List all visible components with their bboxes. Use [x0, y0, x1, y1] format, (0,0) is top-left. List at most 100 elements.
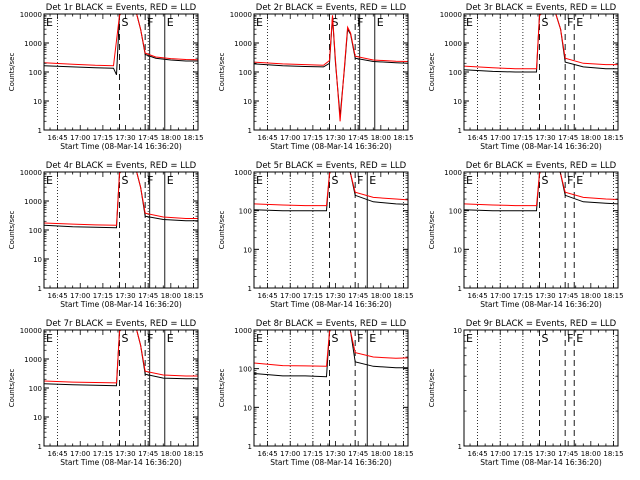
plot-frame [43, 329, 199, 447]
y-tick-label: 10 [243, 98, 252, 106]
x-tick-label: 18:15 [183, 292, 203, 300]
x-tick-label: 16:45 [467, 134, 487, 142]
x-tick-label: 17:45 [348, 450, 368, 458]
event-marker-label: E [466, 174, 473, 187]
y-tick-label: 10 [243, 404, 252, 412]
y-tick-label: 1 [38, 127, 42, 135]
x-tick-label: 17:00 [70, 134, 90, 142]
x-tick-label: 17:00 [70, 292, 90, 300]
x-tick-label: 17:45 [348, 134, 368, 142]
x-tick-label: 17:30 [325, 292, 345, 300]
event-marker-label: E [46, 332, 53, 345]
x-tick-label: 17:30 [115, 450, 135, 458]
x-axis-label: Start Time (08-Mar-14 16:36:20) [480, 142, 602, 151]
chart-title: Det 2r BLACK = Events, RED = LLD [256, 3, 407, 13]
x-tick-label: 17:45 [558, 450, 578, 458]
x-tick-label: 17:45 [138, 134, 158, 142]
events-series-line [254, 330, 408, 378]
event-marker-label: E [167, 332, 174, 345]
events-series-line [44, 14, 198, 76]
lld-series-line [464, 14, 618, 70]
plot-frame [253, 171, 409, 289]
y-tick-label: 10 [453, 246, 462, 254]
event-marker-label: E [466, 16, 473, 29]
y-tick-label: 10 [33, 98, 42, 106]
event-marker-label: F [567, 174, 573, 187]
y-axis-label: Counts/sec [8, 53, 16, 92]
x-axis-label: Start Time (08-Mar-14 16:36:20) [270, 458, 392, 467]
x-tick-label: 17:00 [280, 292, 300, 300]
x-tick-label: 18:15 [183, 450, 203, 458]
event-marker-label: E [576, 16, 583, 29]
plot-frame [43, 171, 199, 289]
x-tick-label: 16:45 [467, 292, 487, 300]
y-tick-label: 10000 [20, 327, 42, 335]
event-marker-label: S [121, 16, 128, 29]
x-tick-label: 17:15 [93, 450, 113, 458]
x-tick-label: 17:30 [115, 292, 135, 300]
x-axis-label: Start Time (08-Mar-14 16:36:20) [60, 142, 182, 151]
y-axis-label: Counts/sec [218, 53, 226, 92]
chart-panel: Det 4r BLACK = Events, RED = LLD E S F E 1 10 1… [8, 161, 204, 309]
event-marker-label: E [256, 16, 263, 29]
event-marker-label: E [46, 174, 53, 187]
x-tick-label: 18:00 [161, 134, 181, 142]
chart-title: Det 3r BLACK = Events, RED = LLD [466, 3, 617, 13]
lld-series-line [464, 172, 618, 207]
y-tick-label: 1 [458, 127, 462, 135]
event-marker-label: S [121, 174, 128, 187]
x-axis-label: Start Time (08-Mar-14 16:36:20) [270, 142, 392, 151]
event-marker-label: F [357, 332, 363, 345]
lld-series-line [44, 330, 198, 384]
x-axis-label: Start Time (08-Mar-14 16:36:20) [270, 300, 392, 309]
x-tick-label: 18:15 [183, 134, 203, 142]
y-axis-label: Counts/sec [8, 369, 16, 408]
x-tick-label: 17:45 [558, 134, 578, 142]
y-tick-label: 1000 [24, 40, 42, 48]
x-tick-label: 17:45 [348, 292, 368, 300]
event-marker-label: S [121, 332, 128, 345]
event-marker-label: F [567, 332, 573, 345]
x-tick-label: 17:15 [303, 450, 323, 458]
event-marker-label: E [576, 174, 583, 187]
plot-frame [463, 329, 619, 447]
x-tick-label: 17:30 [535, 292, 555, 300]
x-axis-label: Start Time (08-Mar-14 16:36:20) [60, 300, 182, 309]
x-tick-label: 18:00 [371, 450, 391, 458]
chart-title: Det 6r BLACK = Events, RED = LLD [466, 161, 617, 171]
chart-title: Det 4r BLACK = Events, RED = LLD [46, 161, 197, 171]
x-tick-label: 17:45 [138, 450, 158, 458]
y-tick-label: 100 [29, 385, 42, 393]
lld-series-line [254, 172, 408, 207]
events-series-line [464, 172, 618, 212]
y-tick-label: 1000 [444, 169, 462, 177]
y-tick-label: 100 [29, 69, 42, 77]
y-tick-label: 1000 [234, 327, 252, 335]
y-tick-label: 1000 [24, 356, 42, 364]
plot-frame [463, 171, 619, 289]
x-tick-label: 17:30 [535, 134, 555, 142]
y-tick-label: 10 [33, 256, 42, 264]
events-series-line [464, 14, 618, 73]
event-marker-label: F [147, 332, 153, 345]
lld-series-line [44, 172, 198, 226]
x-tick-label: 17:15 [303, 292, 323, 300]
y-tick-label: 1000 [24, 198, 42, 206]
y-tick-label: 100 [449, 69, 462, 77]
x-tick-label: 18:00 [581, 134, 601, 142]
event-marker-label: F [357, 174, 363, 187]
event-marker-label: E [167, 174, 174, 187]
event-marker-label: E [369, 332, 376, 345]
x-tick-label: 16:45 [47, 450, 67, 458]
y-tick-label: 1 [248, 285, 252, 293]
x-tick-label: 16:45 [47, 134, 67, 142]
event-marker-label: F [567, 16, 573, 29]
x-tick-label: 18:00 [161, 292, 181, 300]
x-tick-label: 18:00 [161, 450, 181, 458]
event-marker-label: E [256, 332, 263, 345]
x-tick-label: 17:30 [535, 450, 555, 458]
chart-title: Det 1r BLACK = Events, RED = LLD [46, 3, 197, 13]
